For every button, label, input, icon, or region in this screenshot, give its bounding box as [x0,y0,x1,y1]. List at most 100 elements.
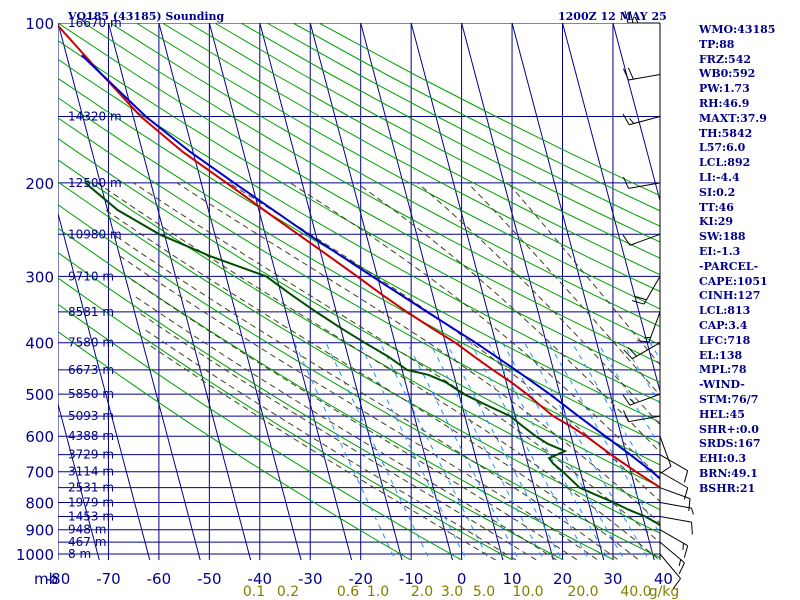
valid-time: 1200Z 12 MAY 25 [558,10,667,23]
height-label: 948 m [68,523,106,537]
height-label: 4388 m [68,429,114,443]
mixing-ratio-label: g/kg [649,584,680,600]
wind-barb-feather [678,562,685,575]
pressure-tick-label: 200 [25,175,54,193]
wind-barb [659,541,685,575]
index-item: CAPE:1051 [699,274,768,288]
index-item: WMO:43185 [699,23,776,36]
wind-barb-staff [628,415,661,423]
wind-barb-feather [622,234,631,246]
temperature-axis-labels: -80 -70 -60 -50 -40 -30 -20 -10 0 10 20 30 40 [46,570,673,588]
mixing-ratio-line [488,342,610,560]
index-item: HEL:45 [699,407,745,421]
wind-barb-staff [659,487,691,500]
wind-barb-feather [644,336,651,339]
height-label: 16670 m [68,16,122,30]
wind-barb-feather [672,578,681,589]
mixing-ratio-label: 0.1 [243,584,265,600]
index-item: EL:138 [699,348,743,362]
wind-barb [623,342,661,360]
dry-adiabat [58,159,660,511]
index-item: LI:-4.4 [699,170,740,184]
dry-adiabat [109,23,660,328]
index-item: EHI:0.3 [699,452,747,466]
index-item: PW:1.73 [699,82,750,96]
moist-adiabat [145,342,497,560]
index-item: CAP:3.4 [699,318,748,332]
dry-adiabat [58,117,660,466]
height-label: 3729 m [68,448,114,462]
temperature-tick-label: 20 [553,570,572,588]
wind-barb [659,516,693,535]
isotherm [58,211,151,560]
dry-adiabat [58,181,660,534]
wind-barb-feather [691,522,693,535]
station-title: VQ185 (43185) Sounding [67,10,225,23]
temperature-tick-label: -70 [96,570,121,588]
moist-adiabat [105,209,640,560]
wind-barb [622,393,661,406]
mixing-ratio-line [325,342,431,560]
wind-barb-feather [631,300,645,305]
mixing-ratio-line [470,342,590,560]
temperature-tick-label: -40 [248,570,273,588]
pressure-grid [58,23,660,560]
isotherm [208,23,353,560]
sounding-profiles [58,24,660,527]
mixing-ratio-label: 2.0 [411,584,433,600]
pressure-tick-label: 600 [25,428,54,446]
moist-adiabat [112,233,620,560]
wind-barb-feather [629,398,635,404]
wind-barbs [622,10,694,589]
moist-adiabat [132,294,558,560]
mixing-ratio-line [571,342,660,493]
dry-adiabat [58,137,660,488]
dry-adiabat [240,23,660,243]
pressure-tick-label: 100 [25,15,54,33]
wind-barb [622,410,661,423]
index-item: SRDS:167 [699,437,761,451]
wind-barb-staff [659,541,685,564]
index-item: MPL:78 [699,363,747,377]
height-label: 6673 m [68,363,114,377]
height-label: 8 m [68,547,91,561]
temperature-tick-label: -20 [348,570,373,588]
height-label: 1453 m [68,510,114,524]
wind-barb-feather [691,507,694,515]
wind-barb-feather [629,118,635,124]
wind-barb-staff [643,276,661,305]
mixing-ratio-label: 0.2 [277,584,299,600]
height-label: 3114 m [68,465,114,479]
moist-adiabat [133,182,660,544]
index-item: MAXT:37.9 [699,111,767,125]
wind-barb [659,454,689,483]
index-item: TP:88 [699,37,735,51]
index-item: BRN:49.1 [699,466,758,480]
dry-adiabat [58,97,660,444]
wind-barb-feather [622,113,630,126]
pressure-unit-label: mb [34,570,58,588]
pressure-tick-label: 400 [25,335,54,353]
wind-barb-staff [659,529,688,547]
index-item: -WIND- [699,378,745,392]
isotherm [360,23,504,560]
temperature-tick-label: 30 [603,570,622,588]
wind-barb-feather [622,394,631,406]
temperature-tick-label: -60 [147,570,172,588]
height-labels: 16670 m 14320 m 12500 m 10980 m 9710 m 8581 m… [68,16,122,561]
wind-barb-feather [623,349,633,360]
dry-adiabat [58,330,412,560]
dry-adiabat [83,23,660,346]
wind-barb-feather [629,10,634,24]
index-item: BSHR:21 [699,481,756,495]
isotherm [158,23,302,560]
isotherm [58,23,201,560]
wind-barb-staff [659,502,692,509]
moist-adiabat [176,182,660,524]
dry-adiabat [58,277,514,560]
pressure-tick-label: 500 [25,386,54,404]
wind-barb-staff [628,182,661,189]
isotherms [58,23,660,560]
dry-adiabat [58,23,660,364]
height-label: 5850 m [68,387,114,401]
